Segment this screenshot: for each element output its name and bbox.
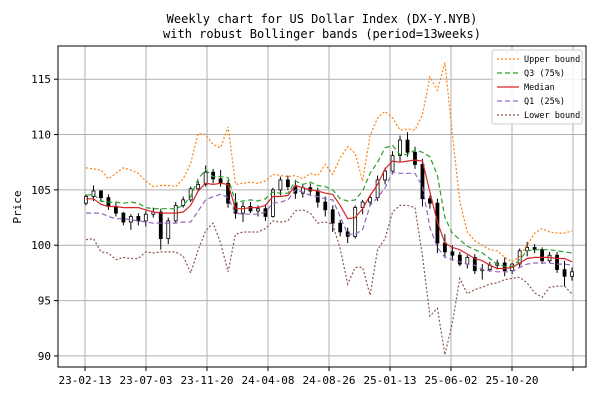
candle-body [420, 164, 425, 200]
candle-body [278, 179, 283, 191]
plot-frame [57, 45, 587, 368]
candle-body [218, 178, 223, 184]
candle-body [413, 151, 417, 165]
legend-label: Upper bound [524, 55, 580, 65]
candle-body [226, 182, 230, 204]
candle-body [540, 249, 544, 262]
x-tick-label: 24-04-08 [242, 374, 295, 387]
series-line [85, 144, 573, 267]
x-tick-label: 25-10-20 [486, 374, 539, 387]
candle-body [330, 209, 335, 224]
series-line [86, 171, 573, 273]
legend-label: Lower bound [524, 111, 580, 121]
x-tick-label: 25-06-02 [425, 374, 478, 387]
legend-box [491, 49, 583, 125]
legend-label: Q3 (75%) [524, 69, 565, 79]
candle-body [241, 206, 245, 214]
candle-body [472, 257, 477, 272]
candle-body [91, 190, 96, 197]
candle-body [383, 170, 387, 181]
candle-body [114, 206, 118, 214]
chart-title: Weekly chart for US Dollar Index (DX-Y.N… [167, 12, 478, 26]
candle-body [450, 251, 455, 256]
candle-body [457, 254, 462, 265]
candle-body [158, 211, 163, 240]
y-tick-label: 115 [31, 73, 51, 86]
y-axis-label: Price [11, 190, 24, 223]
legend: Upper bound Q3 (75%) Median Q1 (25%) Lower b… [491, 49, 583, 125]
candle-body [562, 269, 567, 277]
candle-body [323, 201, 328, 211]
x-tick-label: 25-01-13 [364, 374, 417, 387]
candle-body [368, 197, 373, 203]
x-axis: 23-02-13 23-07-03 23-11-20 24-04-08 24-08-26… [59, 367, 574, 387]
y-tick-label: 110 [31, 129, 51, 142]
grid [58, 46, 586, 367]
candle-body [166, 220, 171, 239]
y-tick-label: 95 [38, 295, 51, 308]
candle-body [405, 139, 410, 153]
candle-body [203, 171, 208, 185]
y-tick-label: 105 [31, 184, 51, 197]
candle-body [390, 155, 395, 172]
chart-subtitle: with robust Bollinger bands (period=13we… [163, 27, 481, 41]
y-tick-label: 100 [31, 239, 51, 252]
candle-body [84, 196, 88, 204]
candle-body [442, 242, 447, 253]
band-lines [85, 62, 573, 355]
candle-body [398, 139, 402, 156]
legend-label: Median [524, 83, 555, 93]
candle-body [136, 216, 141, 222]
candle-body [465, 257, 470, 265]
x-tick-label: 24-08-26 [303, 374, 356, 387]
candle-body [338, 222, 343, 233]
x-tick-label: 23-02-13 [59, 374, 112, 387]
candle-body [570, 271, 574, 277]
candle-body [256, 208, 260, 212]
candle-body [143, 213, 148, 222]
series-line [85, 204, 573, 355]
candle-body [181, 199, 186, 206]
candlesticks [84, 132, 574, 287]
y-tick-label: 90 [38, 350, 51, 363]
y-axis: 90 95 100 105 110 115 [31, 73, 58, 363]
legend-label: Q1 (25%) [524, 97, 565, 107]
candle-body [428, 198, 432, 204]
candle-body [353, 207, 358, 237]
candle-body [555, 254, 559, 270]
series-line [86, 159, 573, 270]
candle-body [517, 250, 522, 265]
candle-body [248, 206, 253, 212]
candle-body [121, 212, 126, 223]
candle-body [285, 179, 290, 187]
x-tick-label: 23-11-20 [181, 374, 234, 387]
candle-body [99, 190, 103, 199]
candle-body [196, 183, 201, 190]
x-tick-label: 23-07-03 [120, 374, 173, 387]
